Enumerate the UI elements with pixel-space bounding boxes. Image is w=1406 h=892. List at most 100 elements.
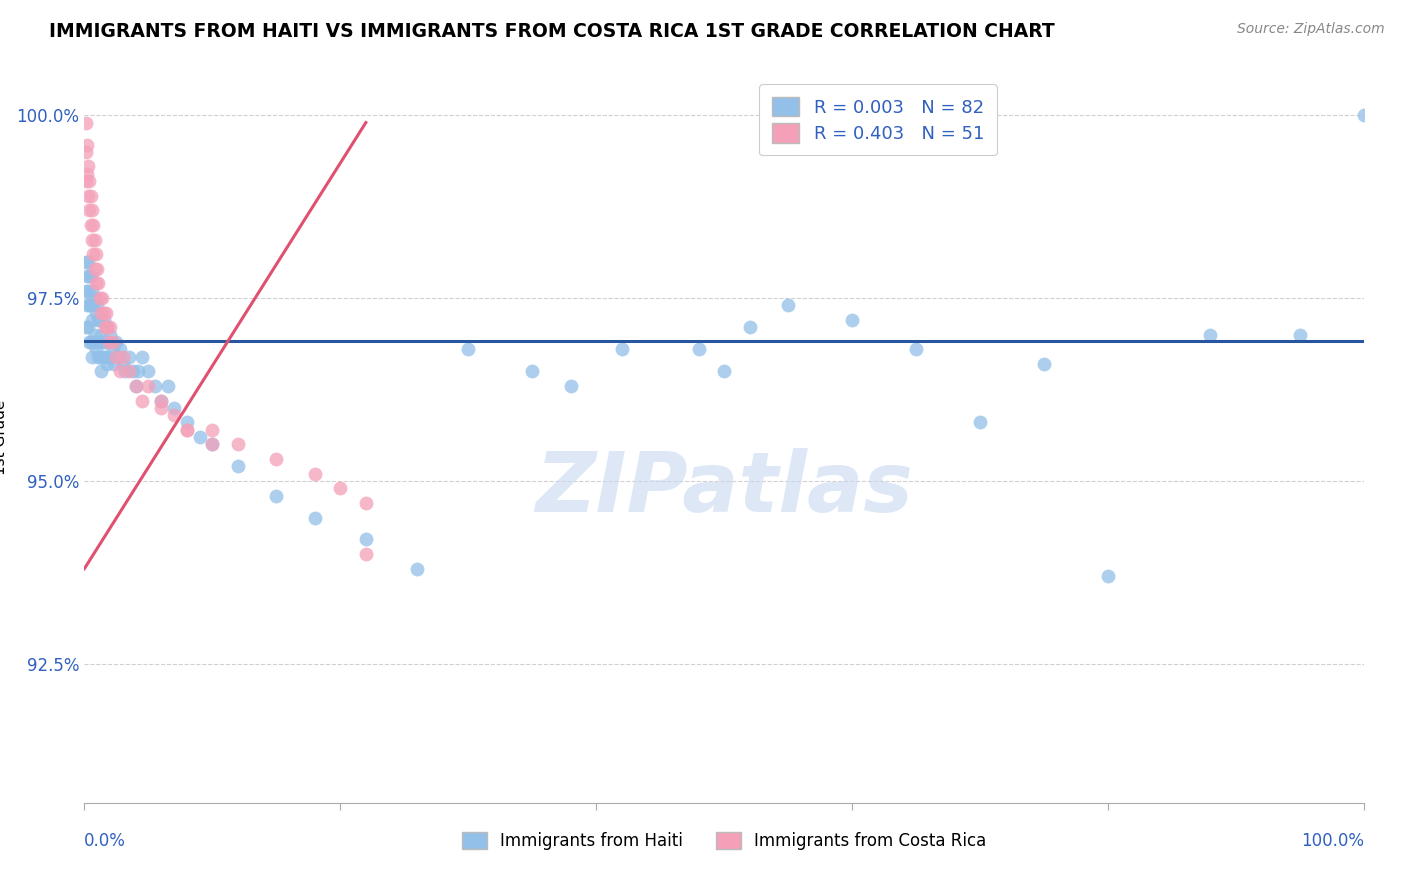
Point	[103, 357, 125, 371]
Point	[354, 496, 377, 510]
Point	[90, 364, 112, 378]
Point	[77, 254, 100, 268]
Point	[75, 145, 97, 159]
Point	[188, 430, 211, 444]
Point	[105, 334, 128, 349]
Point	[86, 261, 108, 276]
Point	[93, 313, 115, 327]
Legend: Immigrants from Haiti, Immigrants from Costa Rica: Immigrants from Haiti, Immigrants from C…	[456, 825, 993, 856]
Point	[226, 437, 249, 451]
Point	[79, 269, 101, 284]
Point	[226, 459, 249, 474]
Point	[969, 416, 991, 430]
Point	[75, 254, 97, 268]
Point	[406, 562, 429, 576]
Point	[176, 423, 198, 437]
Point	[90, 306, 112, 320]
Point	[87, 313, 110, 327]
Point	[84, 306, 107, 320]
Point	[329, 481, 352, 495]
Point	[100, 350, 122, 364]
Point	[77, 188, 100, 202]
Point	[79, 203, 101, 218]
Point	[201, 437, 224, 451]
Point	[457, 343, 479, 357]
Point	[264, 489, 288, 503]
Text: 0.0%: 0.0%	[84, 832, 127, 850]
Point	[107, 350, 129, 364]
Point	[91, 334, 114, 349]
Point	[97, 334, 120, 349]
Point	[124, 379, 146, 393]
Point	[80, 284, 103, 298]
Point	[150, 393, 173, 408]
Point	[304, 510, 326, 524]
Point	[905, 343, 928, 357]
Point	[96, 320, 118, 334]
Point	[560, 379, 582, 393]
Point	[84, 343, 107, 357]
Point	[176, 423, 198, 437]
Y-axis label: 1st Grade: 1st Grade	[0, 400, 8, 475]
Text: Source: ZipAtlas.com: Source: ZipAtlas.com	[1237, 22, 1385, 37]
Point	[114, 364, 136, 378]
Point	[1032, 357, 1054, 371]
Point	[77, 320, 100, 334]
Point	[101, 343, 124, 357]
Point	[150, 393, 173, 408]
Point	[87, 277, 110, 291]
Point	[138, 379, 160, 393]
Point	[89, 350, 111, 364]
Text: 100.0%: 100.0%	[1301, 832, 1364, 850]
Point	[98, 327, 121, 342]
Point	[124, 379, 146, 393]
Point	[841, 313, 863, 327]
Point	[87, 350, 110, 364]
Point	[80, 203, 103, 218]
Point	[143, 379, 166, 393]
Point	[77, 160, 100, 174]
Point	[82, 247, 104, 261]
Point	[80, 350, 103, 364]
Point	[80, 269, 103, 284]
Point	[79, 174, 101, 188]
Point	[79, 298, 101, 312]
Point	[738, 320, 761, 334]
Point	[82, 218, 104, 232]
Point	[105, 350, 128, 364]
Point	[163, 401, 186, 415]
Point	[82, 298, 104, 312]
Point	[778, 298, 800, 312]
Point	[111, 357, 134, 371]
Point	[150, 401, 173, 415]
Point	[201, 437, 224, 451]
Point	[79, 334, 101, 349]
Point	[75, 320, 97, 334]
Point	[80, 218, 103, 232]
Point	[610, 343, 633, 357]
Point	[76, 167, 98, 181]
Point	[86, 298, 108, 312]
Point	[96, 320, 118, 334]
Point	[80, 334, 103, 349]
Point	[76, 269, 98, 284]
Point	[1288, 327, 1310, 342]
Point	[163, 408, 186, 422]
Point	[75, 174, 97, 188]
Point	[75, 115, 97, 129]
Point	[131, 393, 153, 408]
Point	[98, 320, 121, 334]
Point	[108, 343, 131, 357]
Point	[89, 291, 111, 305]
Point	[83, 291, 105, 305]
Point	[94, 350, 117, 364]
Text: IMMIGRANTS FROM HAITI VS IMMIGRANTS FROM COSTA RICA 1ST GRADE CORRELATION CHART: IMMIGRANTS FROM HAITI VS IMMIGRANTS FROM…	[49, 22, 1054, 41]
Point	[83, 327, 105, 342]
Point	[76, 298, 98, 312]
Point	[90, 327, 112, 342]
Point	[84, 277, 107, 291]
Point	[80, 188, 103, 202]
Point	[84, 247, 107, 261]
Point	[83, 261, 105, 276]
Point	[304, 467, 326, 481]
